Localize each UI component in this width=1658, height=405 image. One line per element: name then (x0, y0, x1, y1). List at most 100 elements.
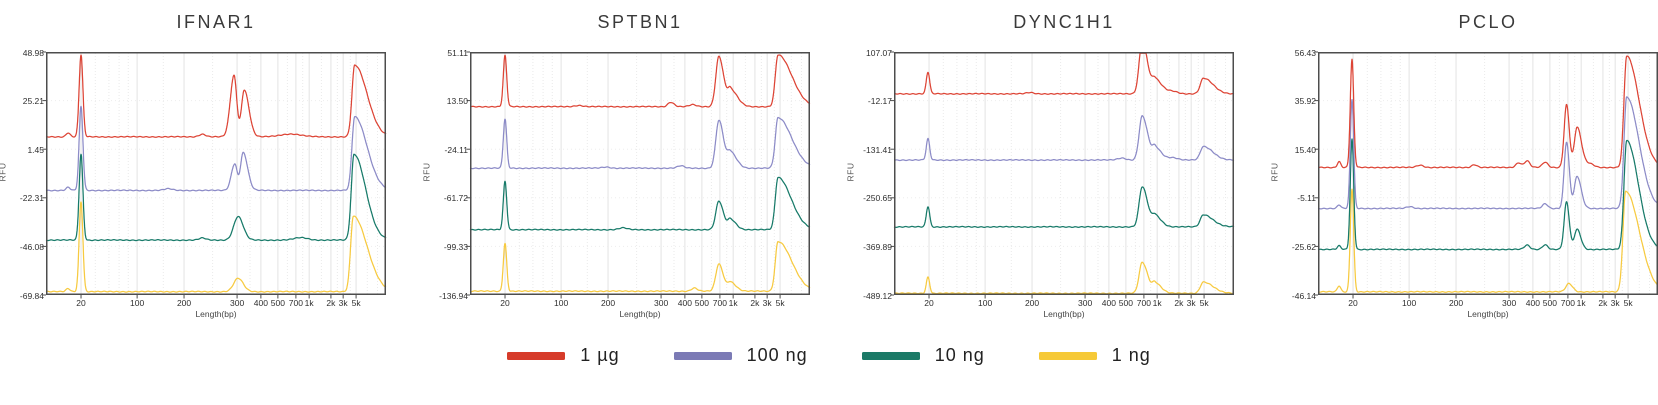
trace-10 ng (469, 176, 811, 231)
x-tick-label: 200 (1024, 298, 1040, 308)
x-tick-label: 5k (775, 298, 785, 308)
y-tick-label: -61.72 (443, 193, 468, 204)
x-tick-label: 1k (1152, 298, 1162, 308)
trace-1 µg (45, 54, 387, 138)
y-tick-label: -69.84 (19, 290, 44, 301)
x-tick-label: 100 (554, 298, 569, 308)
trace-10 ng (1317, 138, 1658, 251)
x-tick-label: 300 (1077, 298, 1093, 308)
y-tick-label: 25.21 (22, 96, 44, 107)
y-axis-label: RFU (1269, 162, 1280, 181)
x-axis: 20 100 200 300 400 500 700 1k 2k 3k 5k (1318, 298, 1658, 309)
y-tick-label: -46.08 (19, 241, 44, 252)
y-tick-label: -136.94 (439, 290, 468, 301)
x-tick-label: 400 (677, 298, 692, 308)
trace-10 ng (45, 153, 387, 242)
x-tick-label: 3k (762, 298, 772, 308)
legend-label: 1 ng (1111, 345, 1151, 365)
trace-plot (1314, 51, 1658, 299)
x-tick-label: 3k (1610, 298, 1620, 308)
x-axis: 20 100 200 300 400 500 700 1k 2k 3k 5k (46, 298, 386, 309)
x-axis: 20 100 200 300 400 500 700 1k 2k 3k 5k (894, 298, 1234, 309)
legend-swatch (861, 351, 920, 360)
chart-sptbn1: SPTBN1 RFU 51.11 13.50 -24.11 -61.72 -99.33 -… (421, 12, 811, 319)
x-tick-label: 400 (1101, 298, 1116, 308)
x-tick-label: 500 (1542, 298, 1557, 308)
trace-1 ng (45, 201, 387, 293)
trace-100 ng (1317, 96, 1658, 210)
legend-item-100ng: 100 ng (673, 345, 808, 366)
trace-100 ng (45, 105, 387, 192)
plot-border (470, 52, 810, 295)
trace-plot (466, 51, 811, 299)
trace-100 ng (893, 115, 1235, 162)
charts-row: IFNAR1 RFU 48.98 25.21 1.45 -22.31 -46.08 -69… (0, 12, 1658, 319)
legend-swatch (507, 351, 566, 360)
y-tick-label: 48.98 (22, 47, 44, 58)
y-tick-label: 13.50 (446, 96, 468, 107)
x-tick-label: 100 (130, 298, 145, 308)
x-tick-label: 1k (1576, 298, 1586, 308)
y-axis: RFU 107.07 -12.17 -131.41 -250.65 -369.89 -48… (845, 48, 894, 301)
x-axis-label: Length(bp) (1467, 309, 1509, 319)
x-tick-label: 5k (1623, 298, 1633, 308)
x-tick-label: 2k (750, 298, 760, 308)
x-tick-label: 700 (1560, 298, 1575, 308)
y-tick-label: -46.14 (1291, 290, 1316, 301)
x-tick-label: 5k (1199, 298, 1209, 308)
chart-title: DYNC1H1 (1013, 12, 1115, 32)
x-tick-label: 2k (1598, 298, 1608, 308)
x-tick-label: 1k (304, 298, 314, 308)
x-tick-label: 200 (1448, 298, 1464, 308)
plot-border (1318, 52, 1658, 295)
legend-item-10ng: 10 ng (861, 345, 985, 366)
y-tick-label: -131.41 (863, 144, 892, 155)
x-tick-label: 200 (600, 298, 616, 308)
x-axis-label: Length(bp) (195, 309, 237, 319)
y-tick-label: 51.11 (447, 47, 468, 58)
x-tick-label: 2k (1174, 298, 1184, 308)
legend-label: 1 µg (580, 345, 620, 365)
x-tick-label: 20 (1348, 298, 1358, 308)
x-tick-label: 300 (653, 298, 669, 308)
trace-1 µg (469, 54, 811, 108)
trace-1 ng (893, 261, 1235, 295)
x-tick-label: 500 (1118, 298, 1133, 308)
y-tick-label: -369.89 (863, 241, 892, 252)
y-tick-label: 15.40 (1294, 144, 1316, 155)
y-tick-label: -99.33 (443, 241, 468, 252)
y-axis: RFU 51.11 13.50 -24.11 -61.72 -99.33 -136.94 (421, 48, 470, 301)
x-axis: 20 100 200 300 400 500 700 1k 2k 3k 5k (470, 298, 810, 309)
plot-border (46, 52, 386, 295)
x-tick-label: 300 (1501, 298, 1517, 308)
y-tick-label: -5.11 (1297, 193, 1316, 204)
y-tick-label: -22.31 (19, 193, 44, 204)
plot-border (894, 52, 1234, 295)
y-tick-label: 35.92 (1294, 96, 1316, 107)
legend-item-1ug: 1 µg (507, 345, 619, 366)
y-axis-label: RFU (421, 162, 432, 181)
chart-title: SPTBN1 (597, 12, 683, 32)
x-tick-label: 400 (253, 298, 268, 308)
legend-label: 100 ng (746, 345, 808, 365)
x-tick-label: 100 (1402, 298, 1417, 308)
x-tick-label: 5k (351, 298, 361, 308)
x-tick-label: 1k (728, 298, 738, 308)
y-tick-label: 56.43 (1294, 47, 1316, 58)
legend: 1 µg 100 ng 10 ng 1 ng (0, 345, 1658, 366)
x-tick-label: 400 (1525, 298, 1540, 308)
y-tick-label: -250.65 (863, 193, 892, 204)
x-tick-label: 20 (500, 298, 510, 308)
x-tick-label: 300 (229, 298, 245, 308)
trace-1 ng (469, 240, 811, 293)
legend-label: 10 ng (934, 345, 985, 365)
trace-1 µg (893, 52, 1235, 95)
chart-dync1h1: DYNC1H1 RFU 107.07 -12.17 -131.41 -250.65 -3… (845, 12, 1235, 319)
y-tick-label: 1.45 (27, 144, 44, 155)
trace-plot (42, 51, 387, 299)
x-tick-label: 20 (76, 298, 86, 308)
y-tick-label: -12.17 (867, 96, 892, 107)
trace-100 ng (469, 116, 811, 170)
y-tick-label: -25.62 (1291, 241, 1316, 252)
y-axis-label: RFU (845, 162, 856, 181)
